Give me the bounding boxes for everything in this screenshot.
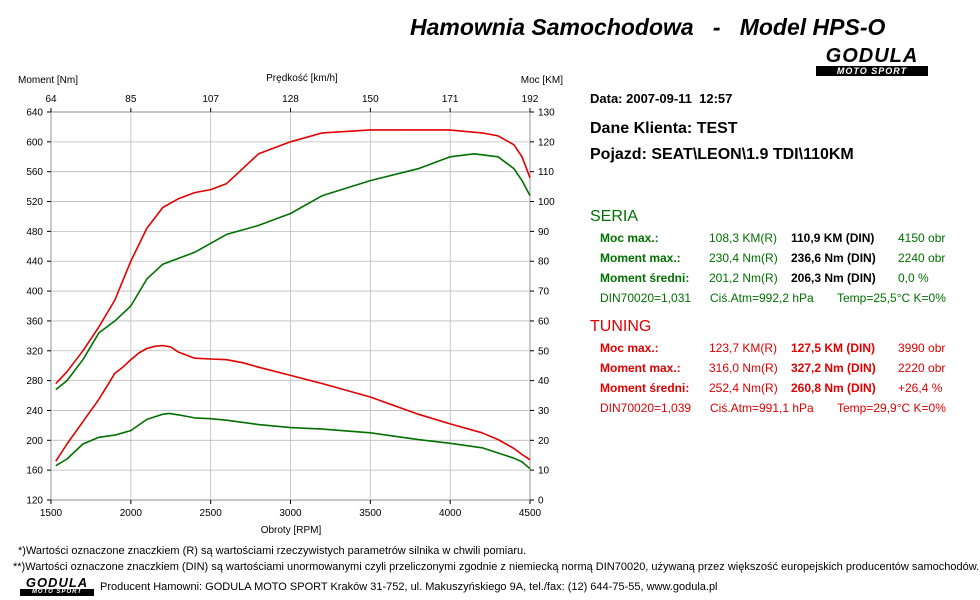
y-right-tick-label: 60 <box>538 316 550 327</box>
tuning-section-title: TUNING <box>590 318 652 335</box>
y-left-tick-label: 200 <box>26 436 43 447</box>
y-left-tick-label: 160 <box>26 466 43 477</box>
temperature: Temp=29,9°C K=0% <box>837 401 946 415</box>
seria-torque-line <box>55 412 531 470</box>
client-name: Dane Klienta: TEST <box>590 120 738 137</box>
y-left-tick-label: 400 <box>26 287 43 298</box>
result-label: Moment średni: <box>600 381 690 395</box>
y-right-tick-label: 80 <box>538 257 550 268</box>
y-right-tick-label: 50 <box>538 346 550 357</box>
top-tick-label: 150 <box>362 94 379 105</box>
tuning-torque-line <box>55 344 531 462</box>
logo-sub: MOTO SPORT <box>816 66 928 77</box>
x-tick-label: 3000 <box>279 508 302 519</box>
dyno-chart: 1500 2000 2500 3000 3500 4000 4500120160200240… <box>18 73 563 536</box>
y-left-tick-label: 560 <box>26 167 43 178</box>
result-value-r: 108,3 KM(R) <box>709 231 778 245</box>
y-left-tick-label: 320 <box>26 346 43 357</box>
result-value-din: 327,2 Nm (DIN) <box>791 361 876 375</box>
y-left-tick-label: 600 <box>26 137 43 148</box>
y-right-tick-label: 90 <box>538 227 550 238</box>
godula-small-logo: GODULA MOTO SPORT <box>20 576 94 596</box>
y-left-axis-label: Moment [Nm] <box>18 75 78 86</box>
temperature: Temp=25,5°C K=0% <box>837 291 946 305</box>
top-tick-label: 192 <box>522 94 539 105</box>
y-right-tick-label: 110 <box>538 167 554 178</box>
y-left-tick-label: 240 <box>26 406 43 417</box>
logo-brand: GODULA <box>825 45 919 67</box>
result-value-din: 127,5 KM (DIN) <box>791 341 876 355</box>
y-left-tick-label: 280 <box>26 376 43 387</box>
y-right-tick-label: 100 <box>538 197 555 208</box>
result-extra: 0,0 % <box>898 271 929 285</box>
result-value-din: 236,6 Nm (DIN) <box>791 251 876 265</box>
result-label: Moment średni: <box>600 271 690 285</box>
top-tick-label: 64 <box>45 94 57 105</box>
result-label: Moc max.: <box>600 341 659 355</box>
y-right-tick-label: 0 <box>538 496 544 507</box>
result-extra: 4150 obr <box>898 231 946 245</box>
din-factor: DIN70020=1,039 <box>600 401 692 415</box>
measurement-date: Data: 2007-09-11 12:57 <box>590 91 733 106</box>
atm-pressure: Ciś.Atm=991,1 hPa <box>710 401 814 415</box>
result-extra: 3990 obr <box>898 341 946 355</box>
logo-sub: MOTO SPORT <box>20 589 94 596</box>
logo-brand: GODULA <box>25 575 89 590</box>
chart-series <box>55 129 531 470</box>
chart-grid <box>50 111 531 501</box>
x-tick-label: 2500 <box>200 508 223 519</box>
y-right-tick-label: 20 <box>538 436 550 447</box>
top-tick-label: 128 <box>282 94 299 105</box>
seria-section-title: SERIA <box>590 208 639 225</box>
top-tick-label: 171 <box>442 94 459 105</box>
y-left-tick-label: 480 <box>26 227 43 238</box>
x-axis-label: Obroty [RPM] <box>261 525 322 536</box>
result-value-r: 252,4 Nm(R) <box>709 381 778 395</box>
x-tick-label: 3500 <box>359 508 382 519</box>
x-tick-label: 2000 <box>120 508 143 519</box>
seria-power-line <box>55 153 531 391</box>
result-extra: 2220 obr <box>898 361 946 375</box>
top-axis-label: Prędkość [km/h] <box>266 73 338 84</box>
y-left-tick-label: 520 <box>26 197 43 208</box>
producer-info: Producent Hamowni: GODULA MOTO SPORT Kra… <box>100 581 718 593</box>
result-extra: +26,4 % <box>898 381 943 395</box>
result-label: Moment max.: <box>600 251 681 265</box>
x-tick-label: 1500 <box>40 508 63 519</box>
result-value-r: 316,0 Nm(R) <box>709 361 778 375</box>
top-tick-label: 107 <box>202 94 219 105</box>
footnote-r: *)Wartości oznaczone znaczkiem (R) są wa… <box>18 545 527 557</box>
y-left-tick-label: 640 <box>26 108 43 119</box>
result-label: Moment max.: <box>600 361 681 375</box>
result-value-r: 230,4 Nm(R) <box>709 251 778 265</box>
result-value-r: 123,7 KM(R) <box>709 341 778 355</box>
chart-ticks: 1500 2000 2500 3000 3500 4000 4500120160200240… <box>26 94 555 519</box>
y-right-tick-label: 40 <box>538 376 550 387</box>
y-left-tick-label: 120 <box>26 496 43 507</box>
result-value-din: 260,8 Nm (DIN) <box>791 381 876 395</box>
y-left-tick-label: 360 <box>26 316 43 327</box>
result-value-din: 206,3 Nm (DIN) <box>791 271 876 285</box>
y-left-tick-label: 440 <box>26 257 43 268</box>
result-value-din: 110,9 KM (DIN) <box>791 231 875 245</box>
vehicle-name: Pojazd: SEAT\LEON\1.9 TDI\110KM <box>590 146 854 163</box>
x-tick-label: 4000 <box>439 508 462 519</box>
x-tick-label: 4500 <box>519 508 542 519</box>
footnote-din: **)Wartości oznaczone znaczkiem (DIN) są… <box>13 561 980 573</box>
top-tick-label: 85 <box>125 94 137 105</box>
din-factor: DIN70020=1,031 <box>600 291 692 305</box>
atm-pressure: Ciś.Atm=992,2 hPa <box>710 291 814 305</box>
result-value-r: 201,2 Nm(R) <box>709 271 778 285</box>
y-right-axis-label: Moc [KM] <box>521 75 563 86</box>
y-right-tick-label: 10 <box>538 466 550 477</box>
y-right-tick-label: 70 <box>538 287 550 298</box>
tuning-power-line <box>55 129 531 385</box>
y-right-tick-label: 120 <box>538 137 555 148</box>
y-right-tick-label: 30 <box>538 406 550 417</box>
y-right-tick-label: 130 <box>538 108 555 119</box>
godula-logo: GODULA MOTO SPORT <box>816 45 928 77</box>
page-title: Hamownia Samochodowa - Model HPS-O <box>410 14 886 40</box>
result-extra: 2240 obr <box>898 251 946 265</box>
result-label: Moc max.: <box>600 231 659 245</box>
